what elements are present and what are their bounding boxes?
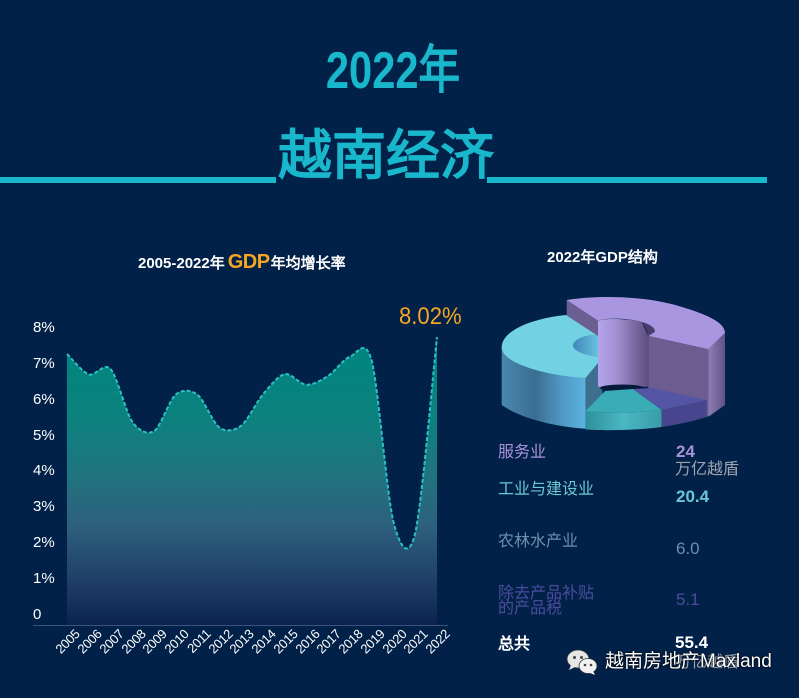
agriculture-slice-top	[585, 389, 662, 413]
legend-value-agriculture: 6.0	[676, 539, 700, 558]
tax-slice-side	[661, 400, 707, 427]
services-slice-hole-rim	[641, 321, 655, 336]
y-tick-label: 3%	[33, 498, 55, 516]
watermark-text: 越南房地产Maxland	[605, 651, 772, 672]
legend-value-industry: 20.4	[676, 487, 710, 506]
industry-slice-top	[501, 315, 603, 378]
legend-unit: 万亿越盾	[675, 461, 740, 478]
legend-label-services: 服务业	[498, 444, 547, 461]
y-tick-label: 0	[33, 606, 42, 623]
services-slice-top	[566, 296, 725, 350]
legend-label-agriculture: 农林水产业	[498, 533, 579, 550]
gdp-structure-donut	[501, 296, 725, 431]
services-slice-inner-wall	[598, 318, 649, 387]
legend-value-services: 24	[676, 442, 695, 461]
industry-slice-hole	[573, 334, 603, 358]
growth-title-suffix: 年均增长率	[270, 255, 346, 272]
structure-chart-title: 2022年GDP结构	[547, 249, 658, 266]
growth-title-highlight: GDP	[227, 251, 270, 273]
services-slice-side	[708, 333, 725, 417]
page-title: 越南经济	[278, 126, 494, 186]
growth-title-prefix: 2005-2022年	[138, 255, 225, 272]
growth-chart-title: 2005-2022年 GDP年均增长率	[138, 251, 346, 275]
y-tick-label: 8%	[33, 318, 55, 336]
watermark: 越南房地产Maxland	[566, 648, 772, 676]
y-tick-label: 7%	[33, 354, 55, 372]
title-underline-right	[487, 177, 767, 183]
tax-slice-top	[633, 388, 707, 410]
legend-label-total: 总共	[498, 636, 531, 653]
y-tick-label: 2%	[33, 534, 55, 552]
legend-label-industry: 工业与建设业	[498, 481, 595, 498]
growth-line	[66, 336, 438, 550]
title-underline-left	[0, 177, 276, 183]
industry-slice-side	[501, 348, 586, 429]
last-value-annotation: 8.02%	[399, 303, 462, 330]
wechat-icon	[566, 649, 598, 675]
legend-value-tax: 5.1	[676, 590, 700, 609]
y-tick-label: 1%	[33, 570, 55, 588]
growth-area-chart	[33, 336, 448, 626]
agriculture-slice-side	[585, 410, 662, 431]
y-tick-label: 4%	[33, 462, 55, 480]
services-slice-start-face	[566, 300, 598, 336]
growth-area-fill	[67, 337, 437, 625]
legend-value-total: 55.4	[675, 633, 709, 652]
year-title: 2022年	[325, 42, 461, 100]
y-tick-label: 6%	[33, 390, 55, 408]
legend-label-tax: 除去产品补贴 的产品税	[498, 585, 595, 617]
legend-total-unit: 万亿越盾	[675, 654, 740, 671]
y-tick-label: 5%	[33, 426, 55, 444]
